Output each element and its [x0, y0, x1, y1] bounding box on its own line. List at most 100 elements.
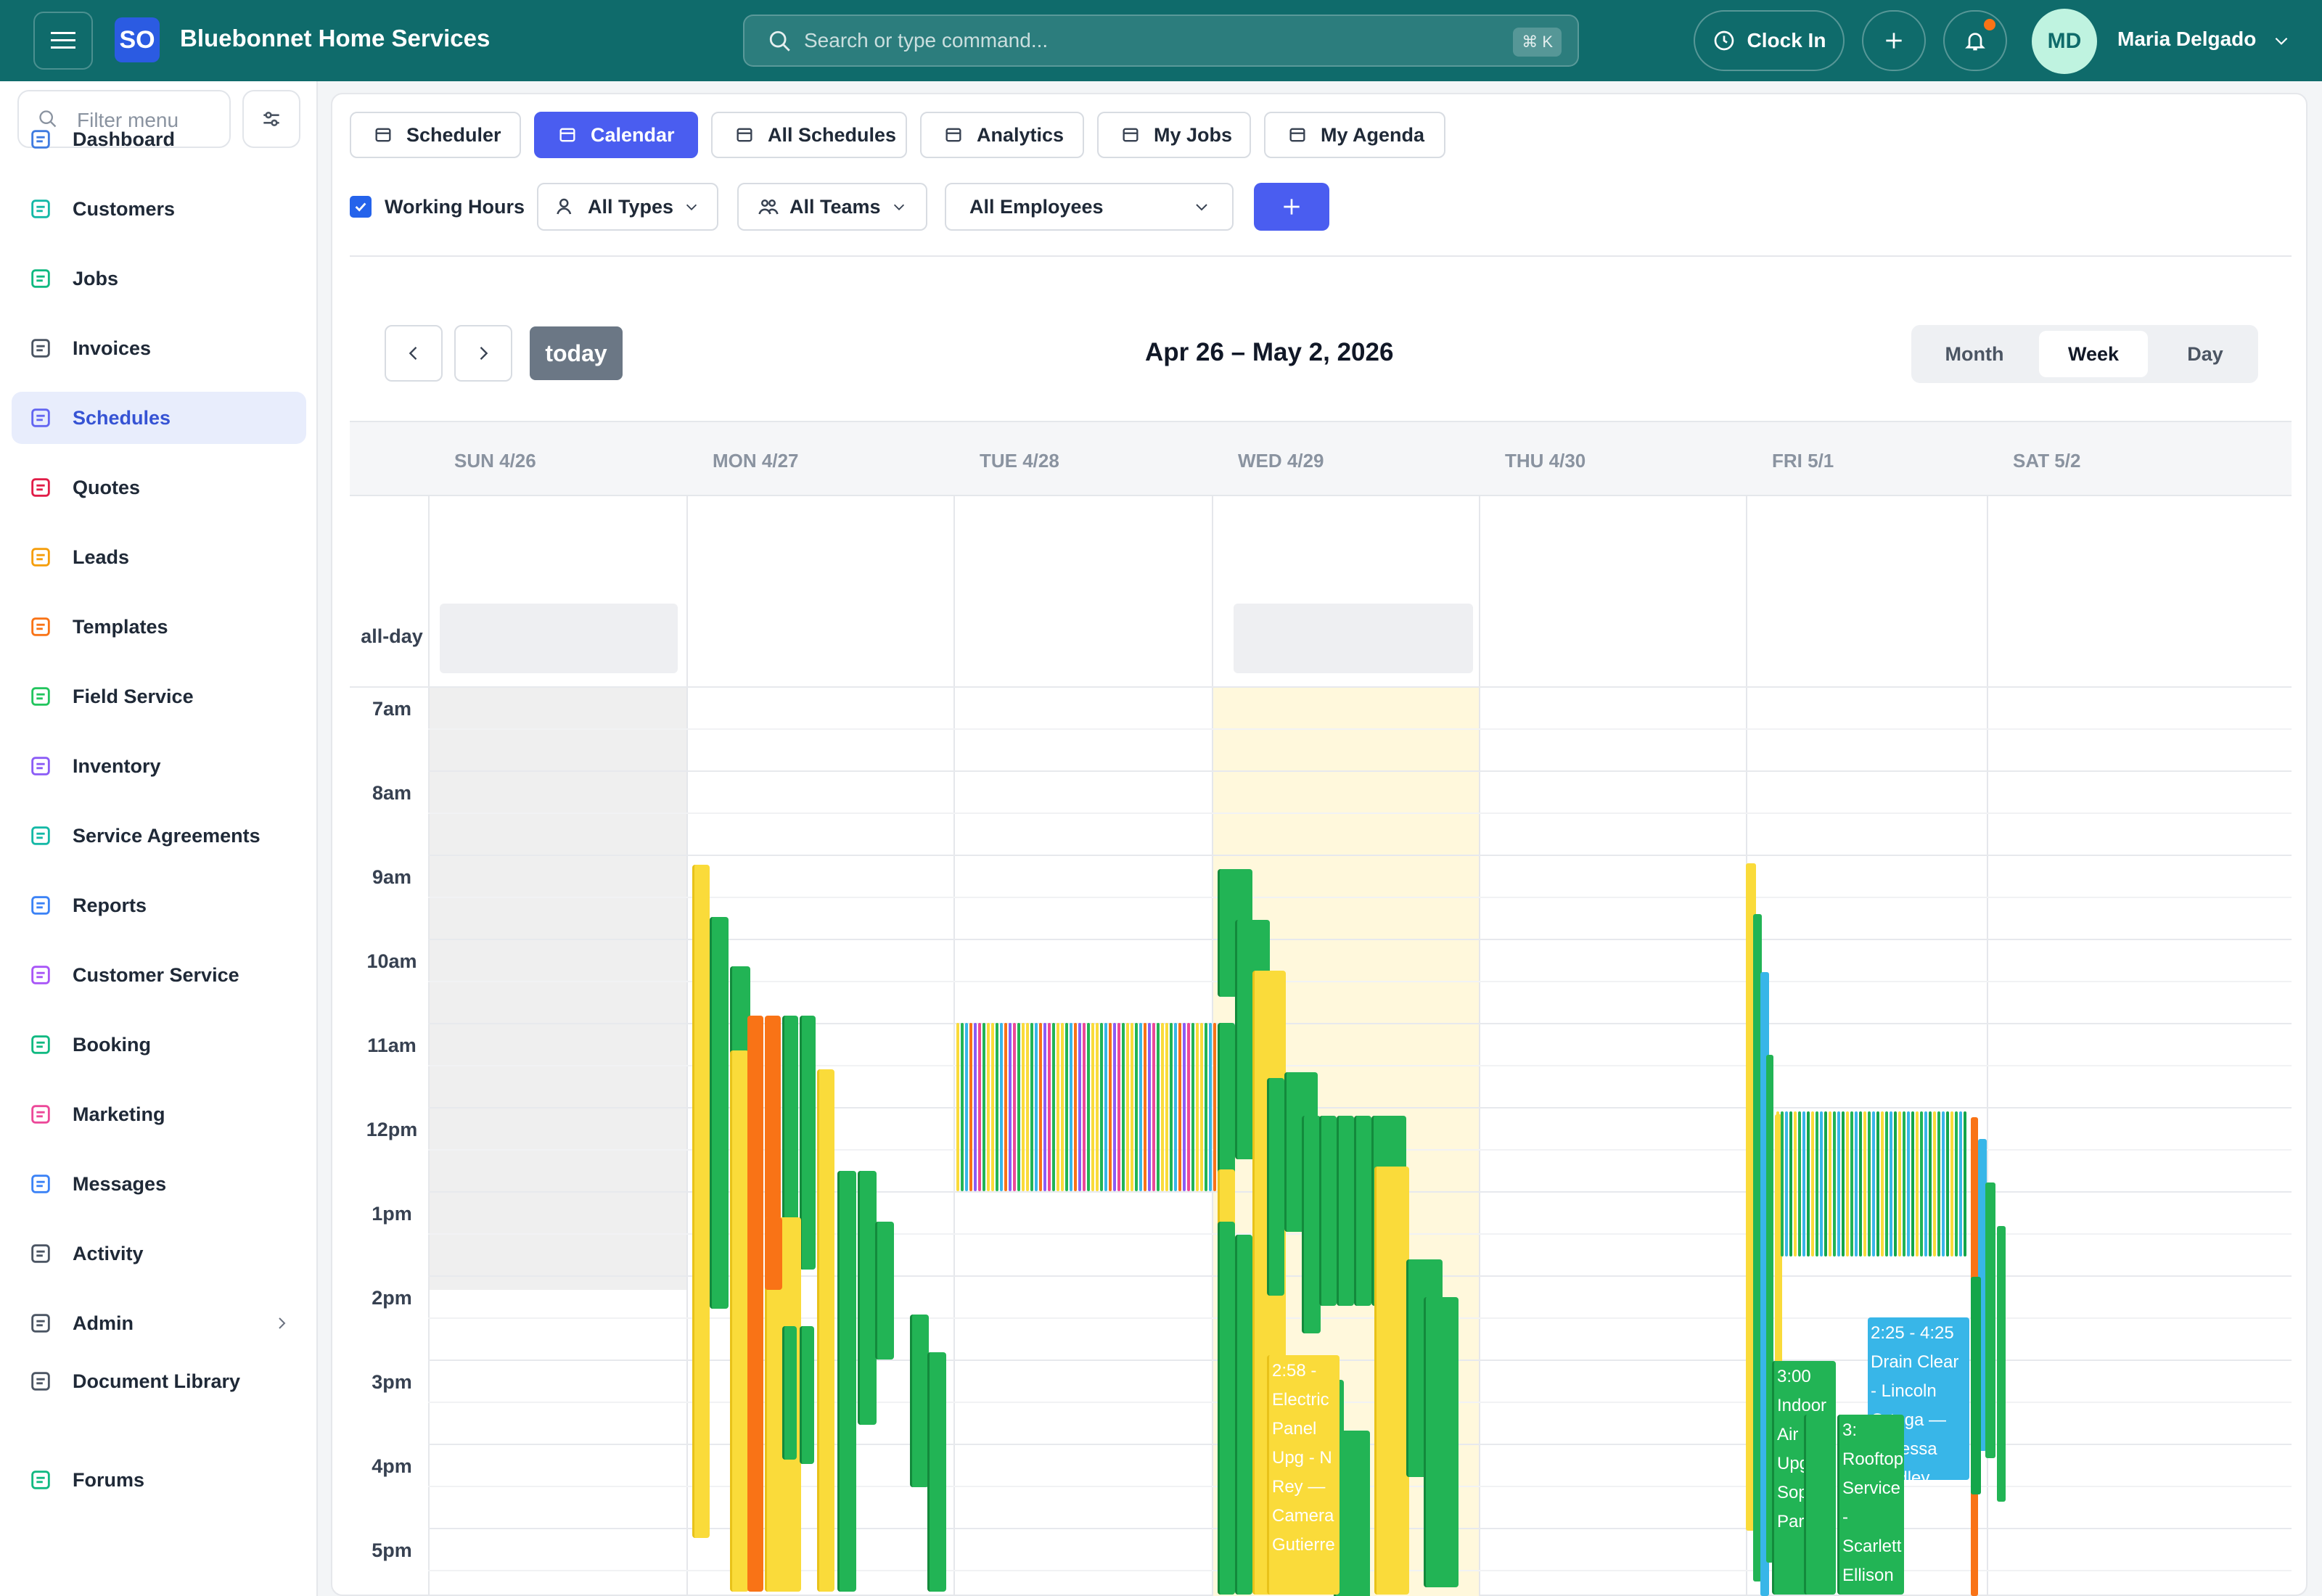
calendar-event[interactable]	[965, 1023, 968, 1191]
calendar-event[interactable]	[1196, 1023, 1199, 1191]
sidebar-item-activity[interactable]: Activity	[12, 1227, 306, 1280]
calendar-event[interactable]	[1200, 1023, 1203, 1191]
calendar-event[interactable]	[1096, 1023, 1099, 1191]
calendar-event[interactable]	[1964, 1111, 1966, 1256]
calendar-event[interactable]	[1070, 1023, 1072, 1191]
working-hours-checkbox[interactable]	[350, 196, 372, 218]
calendar-event[interactable]	[1829, 1111, 1831, 1256]
sidebar-item-schedules[interactable]: Schedules	[12, 392, 306, 444]
calendar-event[interactable]	[1894, 1111, 1897, 1256]
calendar-event[interactable]	[1890, 1111, 1892, 1256]
calendar-event[interactable]	[927, 1352, 946, 1592]
day-header[interactable]: SAT 5/2	[2013, 450, 2081, 472]
calendar-event[interactable]	[1122, 1023, 1125, 1191]
calendar-event[interactable]	[1004, 1023, 1007, 1191]
calendar-event[interactable]	[782, 1326, 797, 1460]
calendar-event[interactable]	[974, 1023, 977, 1191]
calendar-event[interactable]	[1850, 1111, 1853, 1256]
all-day-event[interactable]	[1234, 604, 1473, 673]
calendar-event[interactable]	[1100, 1023, 1103, 1191]
calendar-event[interactable]	[1820, 1111, 1823, 1256]
calendar-event[interactable]	[1804, 1415, 1834, 1595]
calendar-event[interactable]	[1776, 1111, 1779, 1256]
calendar-event[interactable]	[956, 1023, 959, 1191]
calendar-event[interactable]	[1950, 1111, 1953, 1256]
quick-add-button[interactable]	[1862, 10, 1926, 71]
notifications-button[interactable]	[1943, 10, 2007, 71]
calendar-event[interactable]	[1955, 1111, 1958, 1256]
calendar-event[interactable]	[1178, 1023, 1181, 1191]
employees-dropdown[interactable]: All Employees	[945, 183, 1234, 231]
calendar-event[interactable]	[1191, 1023, 1194, 1191]
calendar-event[interactable]	[1898, 1111, 1901, 1256]
calendar-event[interactable]	[1933, 1111, 1936, 1256]
calendar-event[interactable]	[858, 1171, 877, 1425]
calendar-event[interactable]: 3: Rooftop Service - Scarlett Ellison	[1837, 1415, 1904, 1595]
calendar-event[interactable]	[1842, 1111, 1845, 1256]
calendar-event[interactable]	[1009, 1023, 1012, 1191]
day-header[interactable]: THU 4/30	[1505, 450, 1586, 472]
calendar-event[interactable]	[1985, 1182, 1995, 1458]
calendar-event[interactable]	[765, 1217, 782, 1290]
calendar-event[interactable]	[1113, 1023, 1116, 1191]
tab-scheduler[interactable]: Scheduler	[350, 112, 521, 158]
calendar-event[interactable]	[875, 1222, 894, 1360]
teams-dropdown[interactable]: All Teams	[737, 183, 927, 231]
sidebar-item-document-library[interactable]: Document Library	[12, 1355, 306, 1407]
calendar-event[interactable]	[1872, 1111, 1875, 1256]
sidebar-item-messages[interactable]: Messages	[12, 1158, 306, 1210]
filter-settings-button[interactable]	[242, 90, 300, 148]
calendar-event[interactable]	[747, 1016, 763, 1592]
calendar-event[interactable]	[1816, 1111, 1818, 1256]
calendar-event[interactable]	[1170, 1023, 1173, 1191]
tab-calendar[interactable]: Calendar	[534, 112, 698, 158]
calendar-event[interactable]	[910, 1315, 929, 1487]
user-avatar[interactable]: MD	[2032, 9, 2097, 74]
menu-toggle-button[interactable]	[33, 12, 93, 70]
calendar-event[interactable]	[1811, 1111, 1814, 1256]
sidebar-item-leads[interactable]: Leads	[12, 531, 306, 583]
day-view-button[interactable]: Day	[2187, 342, 2223, 365]
calendar-event[interactable]	[1126, 1023, 1129, 1191]
calendar-event[interactable]	[1802, 1111, 1805, 1256]
calendar-event[interactable]	[1157, 1023, 1160, 1191]
calendar-event[interactable]	[1785, 1111, 1788, 1256]
sidebar-item-customers[interactable]: Customers	[12, 183, 306, 235]
calendar-event[interactable]	[987, 1023, 990, 1191]
calendar-event[interactable]	[1052, 1023, 1055, 1191]
calendar-event[interactable]	[1766, 1055, 1773, 1563]
calendar-event[interactable]	[1807, 1111, 1810, 1256]
calendar-event[interactable]	[1065, 1023, 1068, 1191]
calendar-event[interactable]	[1148, 1023, 1151, 1191]
calendar-event[interactable]	[1859, 1111, 1862, 1256]
calendar-event[interactable]	[1997, 1226, 2006, 1502]
calendar-event[interactable]	[1424, 1297, 1459, 1587]
next-week-button[interactable]	[454, 325, 512, 382]
command-search[interactable]: Search or type command... ⌘ K	[743, 15, 1579, 67]
calendar-event[interactable]	[1235, 1235, 1252, 1595]
calendar-event[interactable]	[1837, 1111, 1840, 1256]
user-menu[interactable]: Maria Delgado	[2117, 28, 2291, 51]
sidebar-item-marketing[interactable]: Marketing	[12, 1088, 306, 1140]
sidebar-item-customer-service[interactable]: Customer Service	[12, 949, 306, 1001]
calendar-event[interactable]	[1354, 1116, 1371, 1306]
calendar-event[interactable]	[996, 1023, 998, 1191]
calendar-event[interactable]	[982, 1023, 985, 1191]
calendar-event[interactable]	[1030, 1023, 1033, 1191]
calendar-event[interactable]	[1213, 1023, 1216, 1191]
calendar-event[interactable]	[1048, 1023, 1051, 1191]
tab-analytics[interactable]: Analytics	[920, 112, 1084, 158]
sidebar-item-booking[interactable]: Booking	[12, 1019, 306, 1071]
calendar-event[interactable]	[782, 1016, 798, 1274]
calendar-event[interactable]	[1855, 1111, 1858, 1256]
month-view-button[interactable]: Month	[1945, 342, 2004, 365]
calendar-event[interactable]	[817, 1069, 834, 1592]
calendar-event[interactable]	[991, 1023, 994, 1191]
calendar-event[interactable]	[1131, 1023, 1133, 1191]
day-header[interactable]: WED 4/29	[1238, 450, 1324, 472]
day-header[interactable]: MON 4/27	[713, 450, 799, 472]
sidebar-item-forums[interactable]: Forums	[12, 1454, 306, 1506]
sidebar-item-invoices[interactable]: Invoices	[12, 322, 306, 374]
calendar-event[interactable]	[1374, 1167, 1409, 1595]
tab-my-jobs[interactable]: My Jobs	[1097, 112, 1251, 158]
